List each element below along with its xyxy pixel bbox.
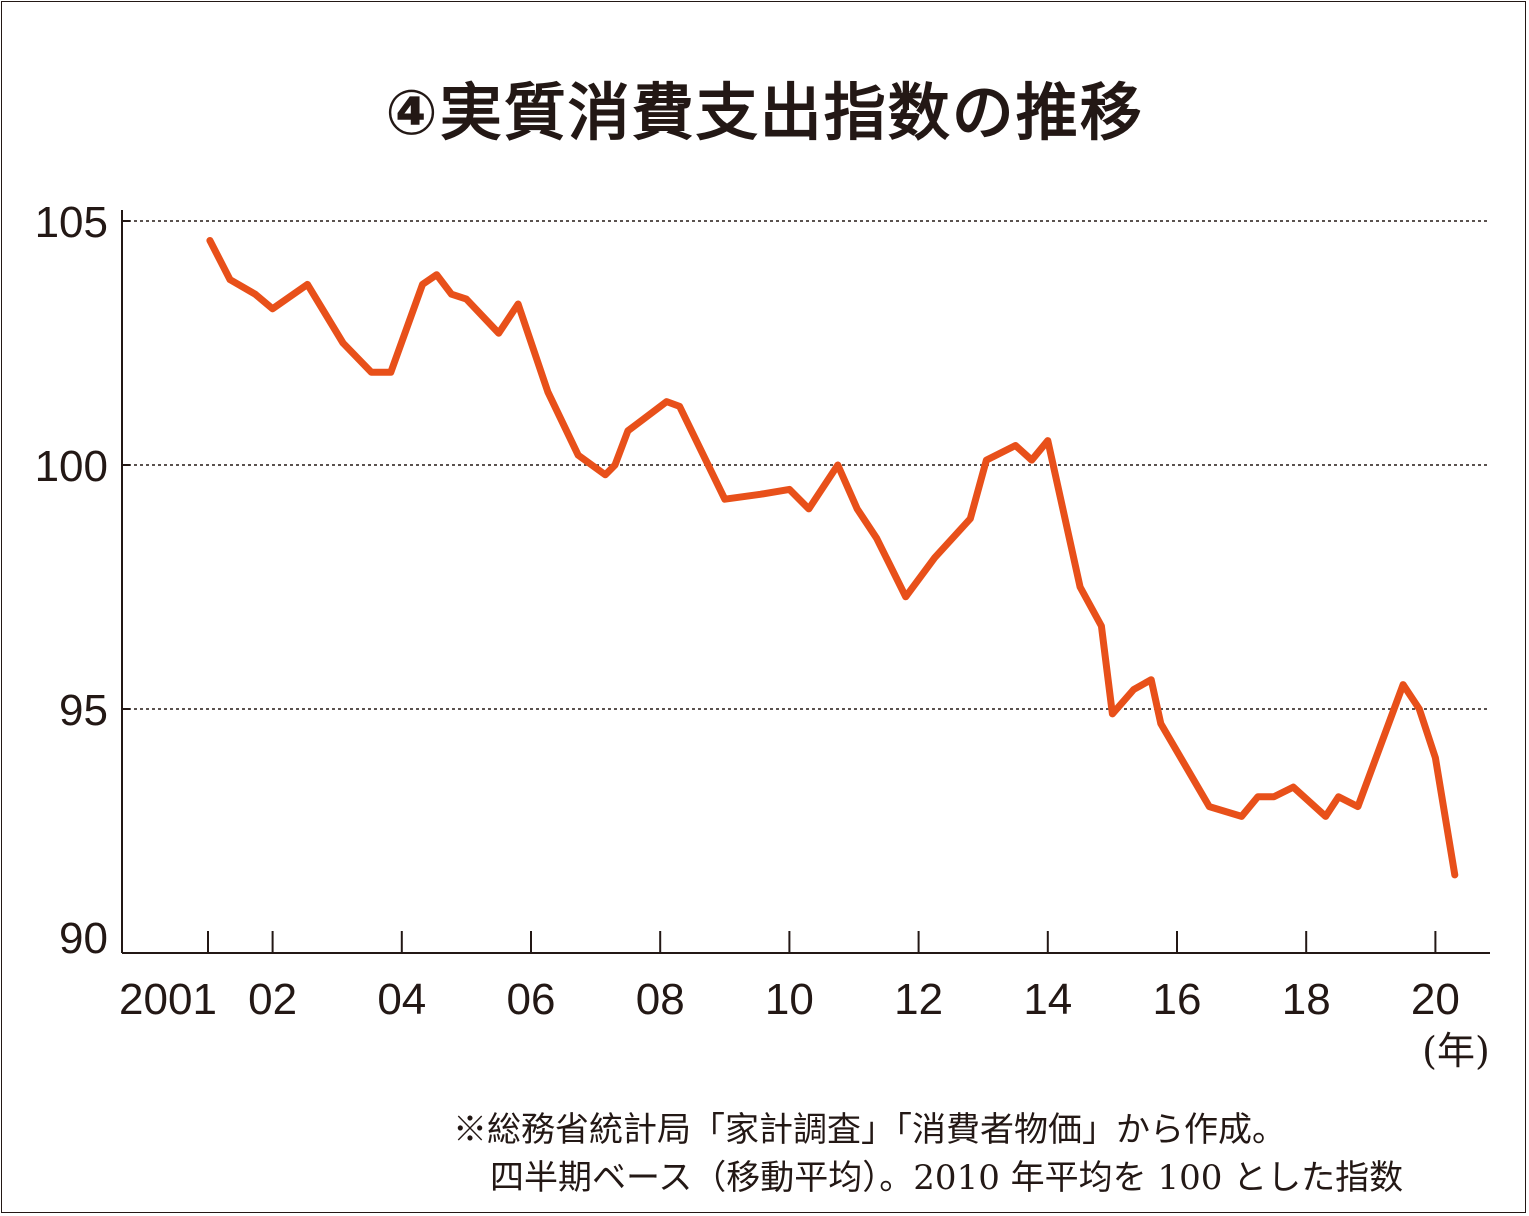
x-tick-label: 02: [248, 975, 297, 1024]
x-tick-label: 10: [765, 975, 814, 1024]
x-tick-label: 2001: [119, 975, 217, 1024]
series-line: [206, 237, 1459, 879]
x-tick-label: 08: [636, 975, 685, 1024]
x-tick-label: 14: [1023, 975, 1072, 1024]
x-tick-label: 12: [894, 975, 943, 1024]
y-tick-label: 95: [59, 686, 108, 735]
method-note: 四半期ベース（移動平均）。2010 年平均を 100 とした指数: [490, 1158, 1404, 1198]
y-tick-label: 90: [59, 914, 108, 963]
x-tick-label: 04: [377, 975, 426, 1024]
y-tick-label: 105: [35, 198, 108, 247]
source-note: ※総務省統計局「家計調査」「消費者物価」から作成。: [453, 1110, 1286, 1150]
x-tick-label: 20: [1411, 975, 1460, 1024]
y-tick-label: 100: [35, 442, 108, 491]
x-axis-unit: (年): [1422, 1029, 1490, 1073]
x-tick-label: 18: [1282, 975, 1331, 1024]
chart-title: ④実質消費支出指数の推移: [385, 76, 1144, 149]
x-tick-label: 06: [507, 975, 556, 1024]
x-tick-label: 16: [1153, 975, 1202, 1024]
